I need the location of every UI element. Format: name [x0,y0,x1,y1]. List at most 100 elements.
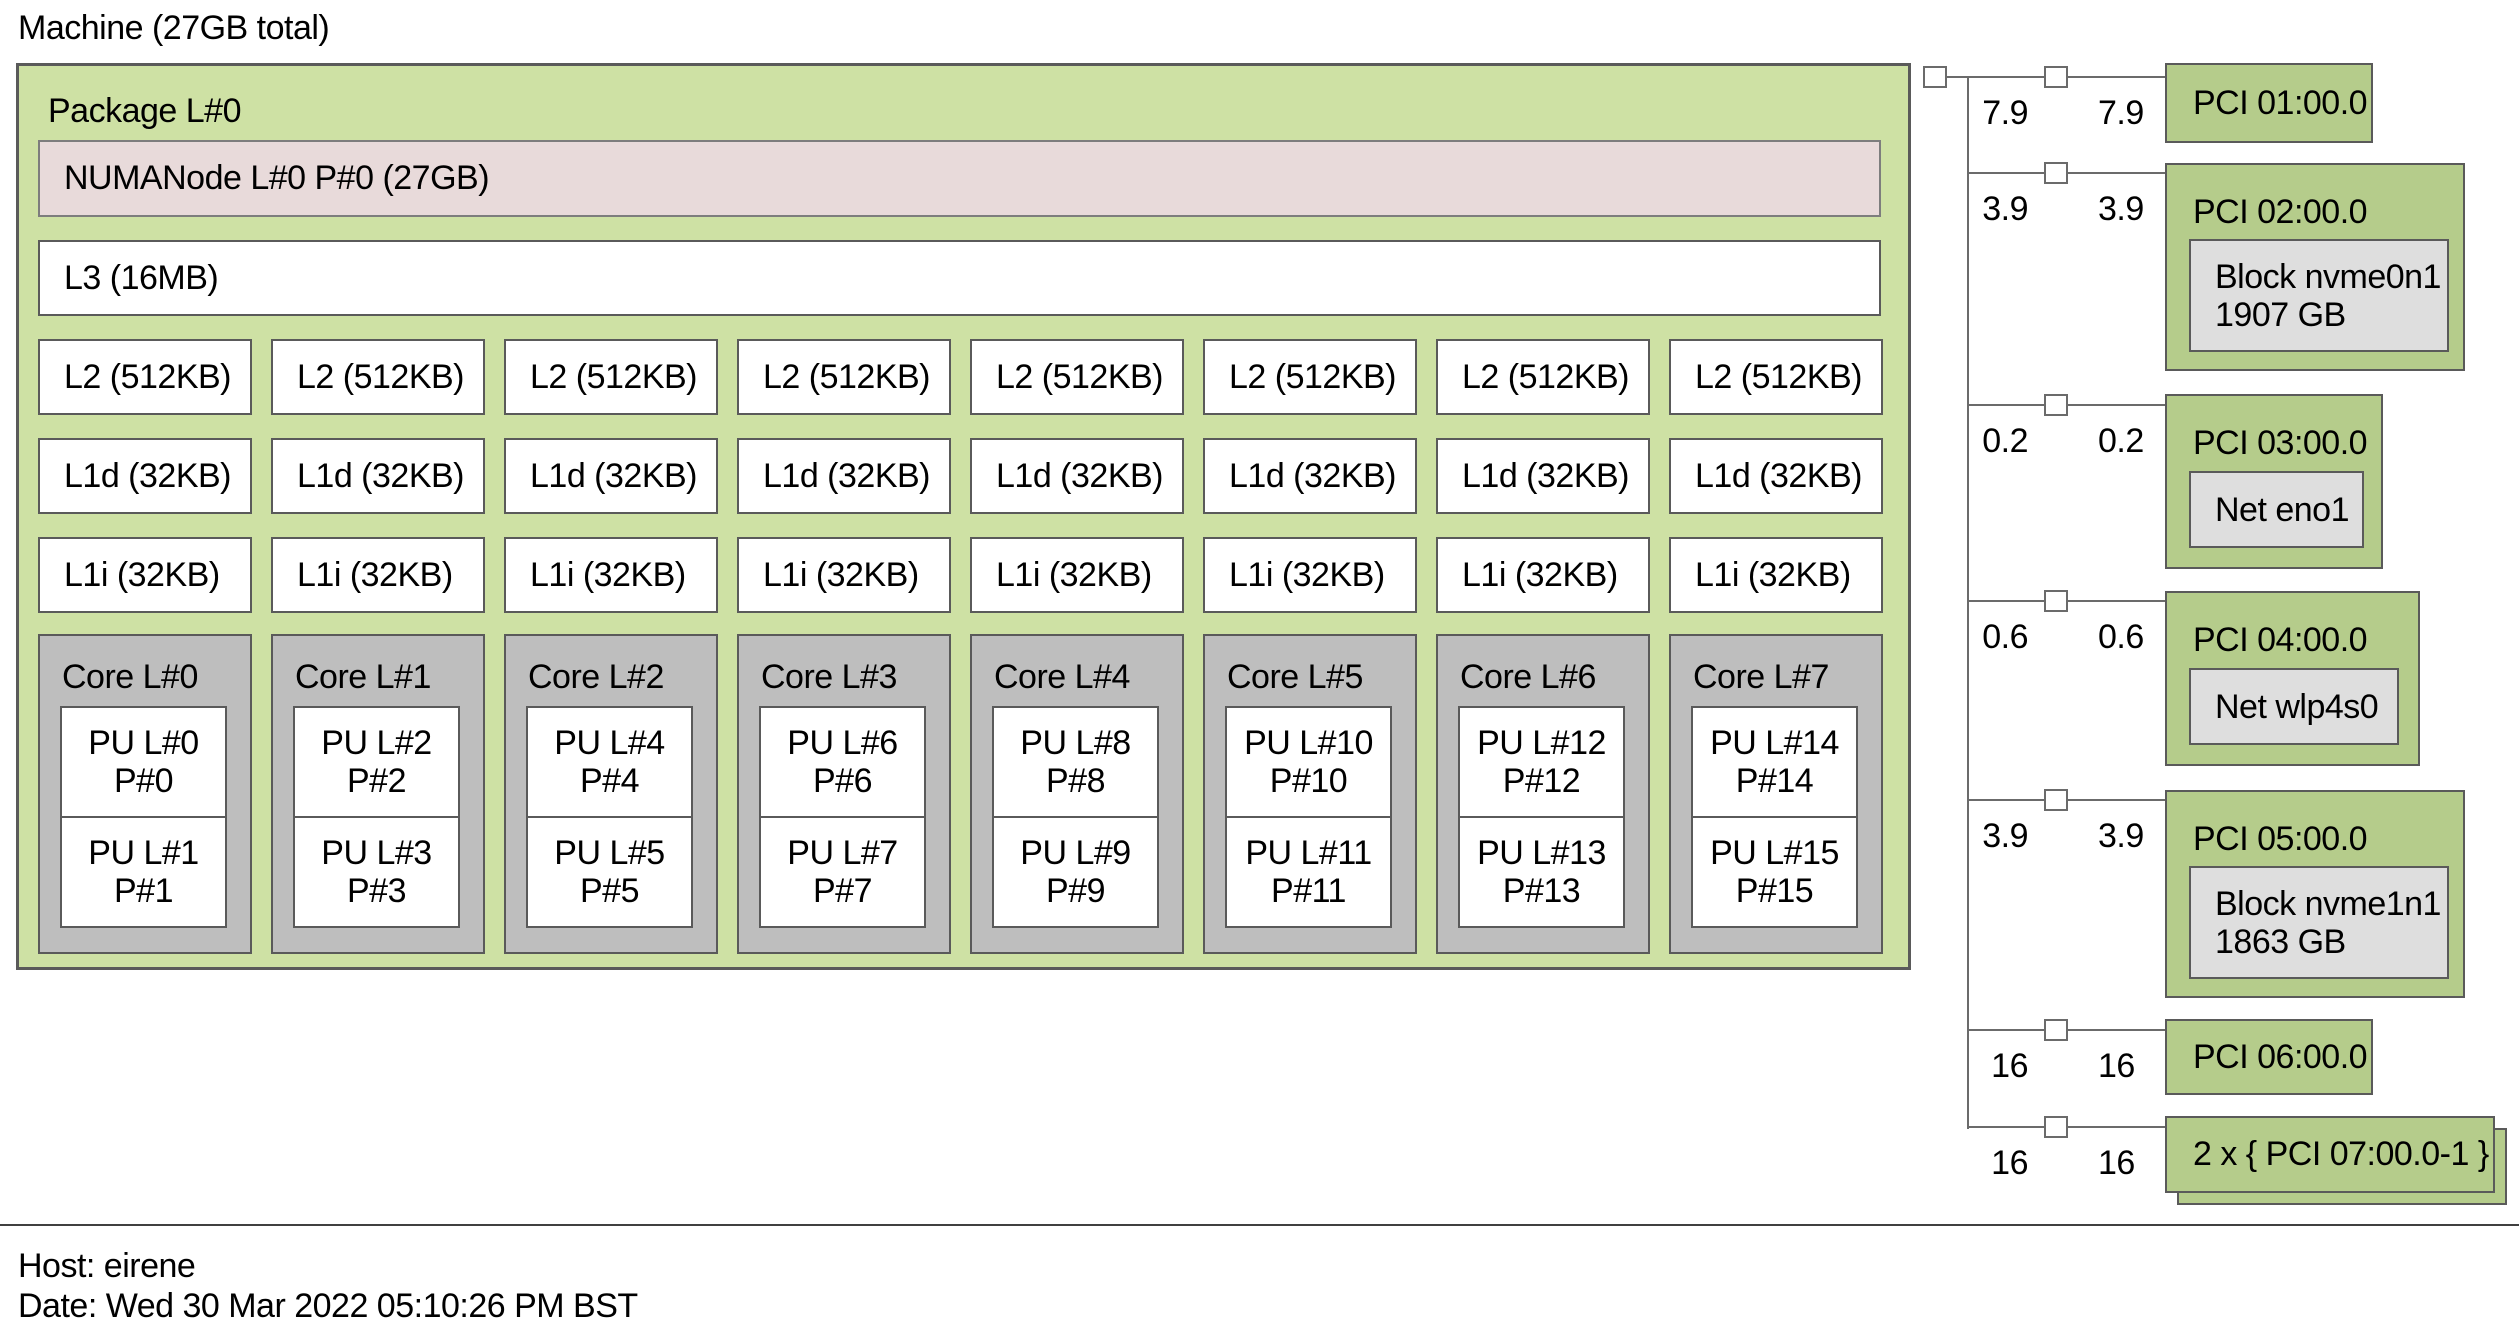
pu-physical-label: P#13 [1502,872,1581,910]
core-box: Core L#7 PU L#14 P#14 PU L#15 P#15 [1669,634,1883,954]
block-device-name: Block nvme0n1 [2215,257,2441,296]
pu-logical-label: PU L#13 [1477,834,1606,872]
pu-box: PU L#10 P#10 [1225,706,1392,818]
pu-logical-label: PU L#1 [88,834,199,872]
l2-cache-box: L2 (512KB) [38,339,252,415]
link-speed-left: 3.9 [1982,190,2028,228]
pu-box: PU L#14 P#14 [1691,706,1858,818]
l2-cache-box: L2 (512KB) [1669,339,1883,415]
link-speed-left: 7.9 [1982,94,2028,132]
pu-physical-label: P#5 [580,872,640,910]
hostbridge-square [1923,66,1947,88]
l2-cache-box: L2 (512KB) [970,339,1184,415]
pci-bridge-square [2044,789,2068,811]
l1i-cache-box: L1i (32KB) [1669,537,1883,613]
link-speed-right: 3.9 [2098,817,2144,855]
pu-physical-label: P#12 [1502,762,1581,800]
core-box: Core L#4 PU L#8 P#8 PU L#9 P#9 [970,634,1184,954]
core-box: Core L#0 PU L#0 P#0 PU L#1 P#1 [38,634,252,954]
pci-device-05-00-0: PCI 05:00.0 Block nvme1n1 1863 GB [2165,790,2465,998]
core-box: Core L#1 PU L#2 P#2 PU L#3 P#3 [271,634,485,954]
l2-cache-box: L2 (512KB) [1203,339,1417,415]
l1d-cache-box: L1d (32KB) [1669,438,1883,514]
l3-cache-box: L3 (16MB) [38,240,1881,316]
core-label: Core L#0 [62,658,198,696]
l1d-cache-box: L1d (32KB) [271,438,485,514]
legend-separator-line [0,1224,2519,1226]
link-speed-right: 16 [2098,1047,2135,1085]
pu-physical-label: P#4 [580,762,640,800]
core-label: Core L#5 [1227,658,1363,696]
package-box: Package L#0 NUMANode L#0 P#0 (27GB) L3 (… [16,63,1911,970]
pci-device-01-00-0: PCI 01:00.0 [2165,63,2373,143]
pu-logical-label: PU L#9 [1020,834,1131,872]
l2-cache-row: L2 (512KB) L2 (512KB) L2 (512KB) L2 (512… [38,339,1883,415]
net-device-name: Net eno1 [2215,490,2350,529]
pu-logical-label: PU L#12 [1477,724,1606,762]
pu-box: PU L#12 P#12 [1458,706,1625,818]
link-speed-left: 0.2 [1982,422,2028,460]
numanode-box: NUMANode L#0 P#0 (27GB) [38,140,1881,217]
l1d-cache-box: L1d (32KB) [38,438,252,514]
pci-device-label: PCI 03:00.0 [2193,424,2368,462]
net-device-wlp4s0: Net wlp4s0 [2189,668,2399,745]
link-speed-right: 16 [2098,1144,2135,1182]
pu-physical-label: P#6 [813,762,873,800]
pu-logical-label: PU L#0 [88,724,199,762]
net-device-name: Net wlp4s0 [2215,687,2379,726]
core-label: Core L#1 [295,658,431,696]
pu-physical-label: P#0 [114,762,174,800]
l2-cache-box: L2 (512KB) [1436,339,1650,415]
l1d-cache-box: L1d (32KB) [737,438,951,514]
pu-box: PU L#9 P#9 [992,816,1159,928]
block-device-size: 1863 GB [2215,922,2346,961]
pu-box: PU L#5 P#5 [526,816,693,928]
pu-box: PU L#6 P#6 [759,706,926,818]
block-device-nvme0n1: Block nvme0n1 1907 GB [2189,239,2449,352]
block-device-nvme1n1: Block nvme1n1 1863 GB [2189,866,2449,979]
pu-logical-label: PU L#8 [1020,724,1131,762]
pu-physical-label: P#10 [1269,762,1348,800]
pu-box: PU L#13 P#13 [1458,816,1625,928]
pu-physical-label: P#14 [1735,762,1814,800]
pu-box: PU L#4 P#4 [526,706,693,818]
core-box: Core L#6 PU L#12 P#12 PU L#13 P#13 [1436,634,1650,954]
pci-device-03-00-0: PCI 03:00.0 Net eno1 [2165,394,2383,569]
pu-box: PU L#0 P#0 [60,706,227,818]
pu-physical-label: P#11 [1271,872,1346,910]
link-speed-right: 0.6 [2098,618,2144,656]
l1d-cache-box: L1d (32KB) [1436,438,1650,514]
core-label: Core L#6 [1460,658,1596,696]
pci-device-label: PCI 05:00.0 [2193,820,2368,858]
l1d-cache-box: L1d (32KB) [1203,438,1417,514]
link-speed-right: 3.9 [2098,190,2144,228]
l1i-cache-box: L1i (32KB) [504,537,718,613]
l1i-cache-box: L1i (32KB) [38,537,252,613]
l1d-cache-box: L1d (32KB) [970,438,1184,514]
link-speed-left: 16 [1991,1047,2028,1085]
pu-physical-label: P#1 [114,872,174,910]
pci-device-label: PCI 04:00.0 [2193,621,2368,659]
l1i-cache-row: L1i (32KB) L1i (32KB) L1i (32KB) L1i (32… [38,537,1883,613]
pci-device-label: PCI 01:00.0 [2193,83,2368,122]
host-label: Host: eirene [18,1247,196,1285]
link-speed-left: 16 [1991,1144,2028,1182]
pci-trunk-line [1967,76,1969,1129]
package-label: Package L#0 [48,92,242,130]
l2-cache-box: L2 (512KB) [271,339,485,415]
l1i-cache-box: L1i (32KB) [271,537,485,613]
l1d-cache-row: L1d (32KB) L1d (32KB) L1d (32KB) L1d (32… [38,438,1883,514]
numanode-label: NUMANode L#0 P#0 (27GB) [64,159,490,197]
pci-device-label: PCI 06:00.0 [2193,1037,2368,1076]
pu-box: PU L#11 P#11 [1225,816,1392,928]
pu-physical-label: P#9 [1046,872,1106,910]
core-box: Core L#2 PU L#4 P#4 PU L#5 P#5 [504,634,718,954]
pu-logical-label: PU L#3 [321,834,432,872]
l2-cache-box: L2 (512KB) [737,339,951,415]
pu-box: PU L#7 P#7 [759,816,926,928]
pci-bridge-square [2044,590,2068,612]
pci-bridge-square [2044,1019,2068,1041]
l1i-cache-box: L1i (32KB) [737,537,951,613]
pu-physical-label: P#3 [347,872,407,910]
